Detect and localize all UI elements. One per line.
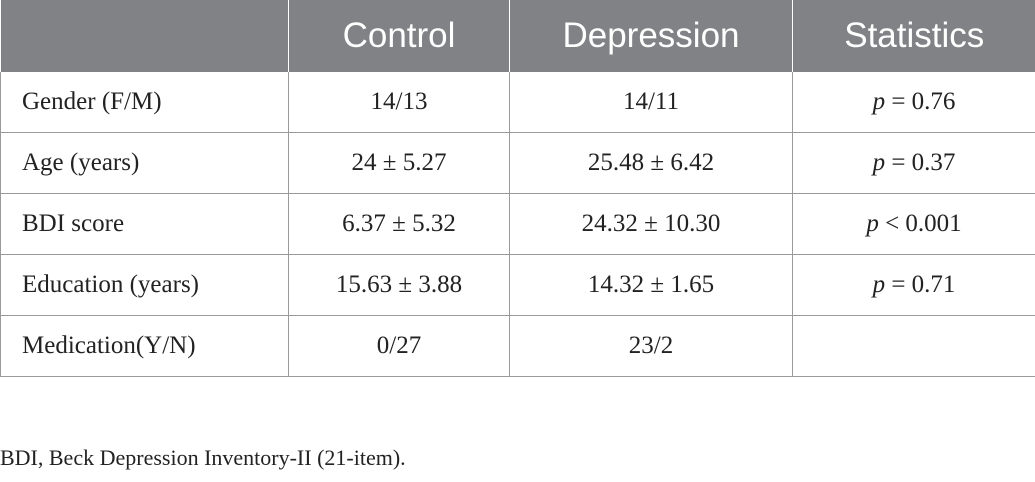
header-cell-empty (0, 0, 289, 72)
statistics-value: p = 0.71 (792, 254, 1035, 316)
control-value: 15.63 ± 3.88 (288, 254, 510, 316)
table-row: Medication(Y/N) 0/27 23/2 (0, 315, 1035, 377)
p-value: = 0.76 (885, 88, 956, 115)
header-cell-depression: Depression (509, 0, 793, 72)
control-value: 24 ± 5.27 (288, 132, 510, 194)
depression-value: 14/11 (509, 72, 793, 133)
row-label: Age (years) (0, 132, 289, 194)
control-value: 0/27 (288, 315, 510, 377)
demographics-table: Control Depression Statistics Gender (F/… (0, 0, 1035, 377)
statistics-value: p = 0.76 (792, 72, 1035, 133)
table-footnote: BDI, Beck Depression Inventory-II (21-it… (0, 445, 406, 470)
table-row: Age (years) 24 ± 5.27 25.48 ± 6.42 p = 0… (0, 132, 1035, 194)
statistics-value: p = 0.37 (792, 132, 1035, 194)
control-value: 6.37 ± 5.32 (288, 193, 510, 255)
table-row: BDI score 6.37 ± 5.32 24.32 ± 10.30 p < … (0, 193, 1035, 255)
depression-value: 23/2 (509, 315, 793, 377)
p-value: = 0.37 (885, 149, 956, 176)
p-value: = 0.71 (885, 271, 956, 298)
header-row: Control Depression Statistics (0, 0, 1035, 72)
p-symbol: p (866, 210, 879, 237)
depression-value: 24.32 ± 10.30 (509, 193, 793, 255)
p-symbol: p (872, 271, 886, 298)
depression-value: 14.32 ± 1.65 (509, 254, 793, 316)
statistics-value: p < 0.001 (792, 193, 1035, 255)
depression-value: 25.48 ± 6.42 (509, 132, 793, 194)
header-cell-statistics: Statistics (792, 0, 1035, 72)
p-symbol: p (872, 88, 886, 115)
row-label: BDI score (0, 193, 289, 255)
statistics-value (792, 315, 1035, 377)
table-row: Education (years) 15.63 ± 3.88 14.32 ± 1… (0, 254, 1035, 316)
table-row: Gender (F/M) 14/13 14/11 p = 0.76 (0, 72, 1035, 133)
table-header: Control Depression Statistics (0, 0, 1035, 72)
header-cell-control: Control (288, 0, 510, 72)
row-label: Education (years) (0, 254, 289, 316)
p-value: < 0.001 (878, 210, 962, 237)
table-body: Gender (F/M) 14/13 14/11 p = 0.76 Age (y… (0, 72, 1035, 377)
control-value: 14/13 (288, 72, 510, 133)
p-symbol: p (872, 149, 886, 176)
row-label: Medication(Y/N) (0, 315, 289, 377)
row-label: Gender (F/M) (0, 72, 289, 133)
